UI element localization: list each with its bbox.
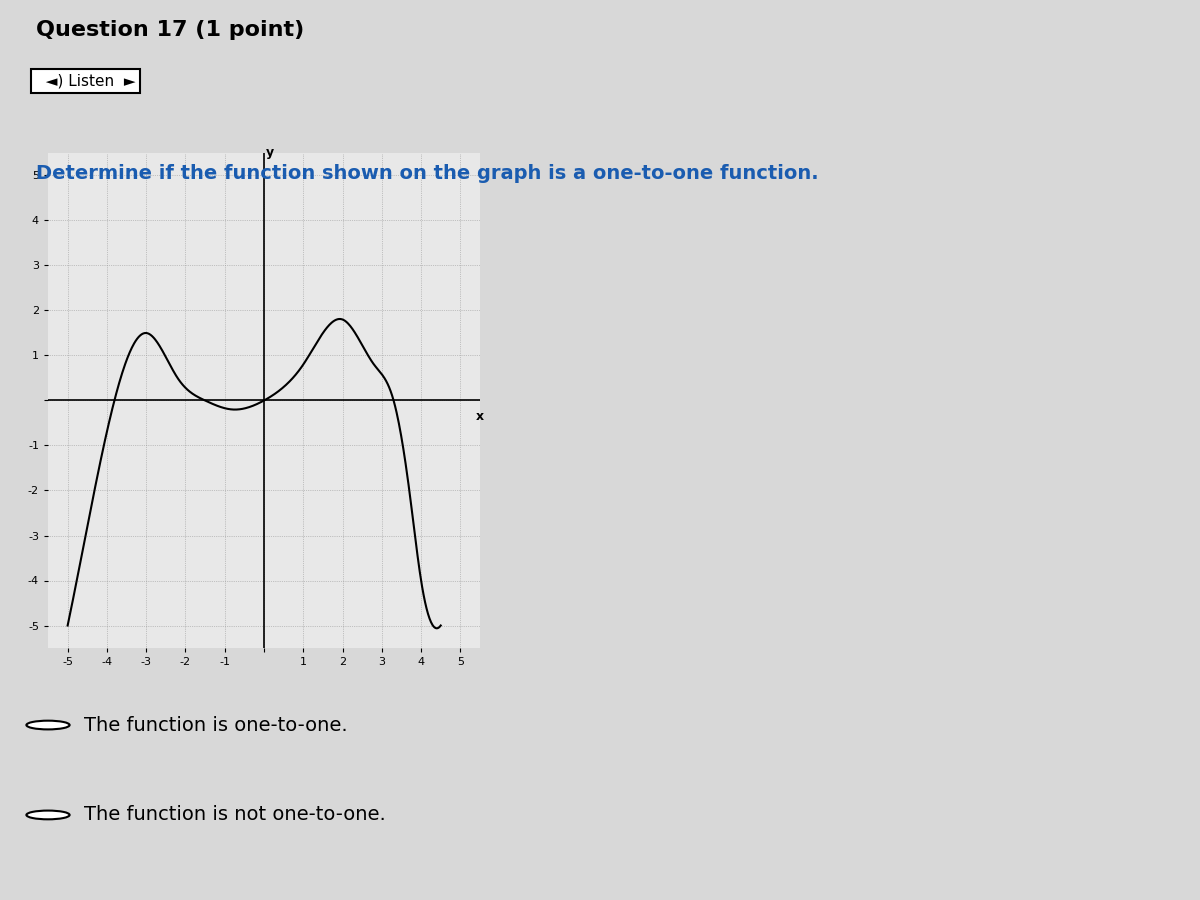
Text: x: x xyxy=(476,410,484,423)
Text: y: y xyxy=(266,147,274,159)
Text: Determine if the function shown on the graph is a one-to-one function.: Determine if the function shown on the g… xyxy=(36,164,818,183)
Text: The function is not one-to-one.: The function is not one-to-one. xyxy=(84,806,385,824)
Circle shape xyxy=(26,811,70,819)
Text: The function is one-to-one.: The function is one-to-one. xyxy=(84,716,348,734)
Text: Question 17 (1 point): Question 17 (1 point) xyxy=(36,20,305,40)
Text: ◄) Listen  ►: ◄) Listen ► xyxy=(36,74,136,88)
Circle shape xyxy=(26,721,70,729)
